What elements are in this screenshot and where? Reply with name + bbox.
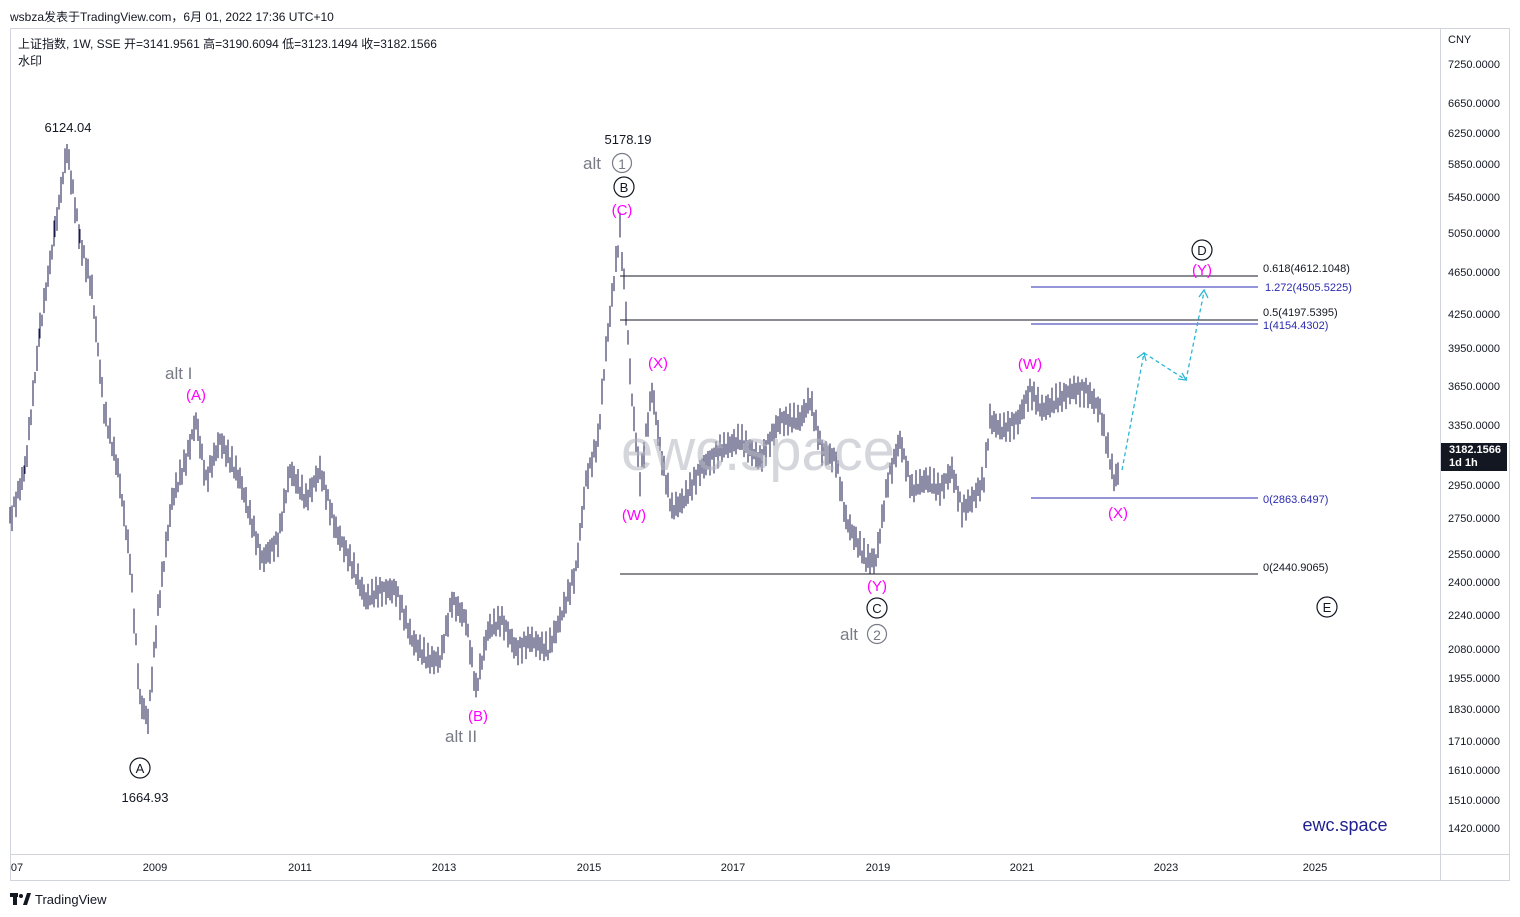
time-tick: 2021 [1010,862,1034,874]
wave-E-label: E [1323,600,1332,615]
price-tick: 5850.0000 [1448,159,1500,171]
wave-A-circle-icon [129,757,151,779]
label-high-2007: 6124.04 [45,120,92,135]
wave-B-circle-icon [613,176,635,198]
projection-arrow-3 [1198,288,1209,299]
time-tick: 2019 [866,862,890,874]
chart-watermark: ewc.space [621,418,895,483]
time-tick: 2023 [1154,862,1178,874]
time-tick: 07 [11,862,23,874]
price-tick: 2950.0000 [1448,480,1500,492]
wave-pY1-label: (Y) [867,578,887,595]
wave-pW2-label: (W) [1018,356,1042,373]
wave-pB-label: (B) [468,708,488,725]
label-alt1: alt [583,154,601,173]
price-tick: 3950.0000 [1448,343,1500,355]
time-tick: 2011 [288,862,312,874]
wave-D-label: D [1197,243,1206,258]
alt2-circle-icon [866,623,888,645]
fib-label-1272: 1.272(4505.5225) [1265,282,1352,294]
label-alt-I: alt I [165,364,192,383]
label-alt1-number: 1 [618,156,626,172]
price-tick: 5050.0000 [1448,228,1500,240]
last-price-value: 3182.1566 [1449,444,1501,456]
price-tick: 1830.0000 [1448,704,1500,716]
price-tick: 4250.0000 [1448,309,1500,321]
price-tick: 4650.0000 [1448,267,1500,279]
time-tick: 2009 [143,862,167,874]
fib-label-0-top: 0(2863.6497) [1263,494,1328,506]
price-tick: 1710.0000 [1448,736,1500,748]
price-scale-divider [1440,28,1441,881]
wave-C-label: C [872,601,881,616]
price-tick: 3350.0000 [1448,420,1500,432]
wave-pY2-label: (Y) [1192,262,1212,279]
wave-pW1-label: (W) [622,507,646,524]
label-low-2008: 1664.93 [122,790,169,805]
label-alt2: alt [840,625,858,644]
tradingview-logo-icon [10,893,31,905]
time-tick: 2013 [432,862,456,874]
price-tick: 5450.0000 [1448,192,1500,204]
tradingview-footer[interactable]: TradingView [10,888,107,910]
label-alt2-number: 2 [873,627,881,643]
attribution-text: wsbza发表于TradingView.com，6月 01, 2022 17:3… [10,10,334,24]
projection-path[interactable] [1121,291,1205,471]
time-tick: 2017 [721,862,745,874]
wave-pA-label: (A) [186,387,206,404]
price-tick: 2550.0000 [1448,549,1500,561]
price-tick: 6650.0000 [1448,98,1500,110]
time-scale-divider [10,854,1510,855]
bar-countdown: 1d 1h [1449,457,1478,469]
price-tick: 3650.0000 [1448,381,1500,393]
wave-D-circle-icon [1191,239,1213,261]
label-high-2015: 5178.19 [605,132,652,147]
fib-label-0-bottom: 0(2440.9065) [1263,562,1328,574]
projection-arrow-2 [1177,372,1188,381]
wave-pX1-label: (X) [648,355,668,372]
wave-pC-label: (C) [612,202,633,219]
price-tick: 1510.0000 [1448,795,1500,807]
fib-label-1: 1(4154.4302) [1263,320,1328,332]
chart-frame[interactable] [10,28,1510,881]
price-tick: 2750.0000 [1448,513,1500,525]
time-tick: 2015 [577,862,601,874]
time-tick: 2025 [1303,862,1327,874]
price-tick: 1420.0000 [1448,823,1500,835]
tradingview-logo-text: TradingView [35,891,107,907]
price-tick: 6250.0000 [1448,128,1500,140]
currency-label[interactable]: CNY [1448,34,1472,46]
fib-label-05: 0.5(4197.5395) [1263,307,1338,319]
brand-label: ewc.space [1302,815,1387,835]
price-tick: 2240.0000 [1448,610,1500,622]
wave-E-circle-icon [1316,596,1338,618]
label-alt-II: alt II [445,727,477,746]
wave-pX2-label: (X) [1108,505,1128,522]
projection-arrow-1 [1136,351,1147,362]
wave-C-circle-icon [866,597,888,619]
watermark-legend[interactable]: 水印 [18,54,43,68]
price-tick: 2080.0000 [1448,644,1500,656]
wave-A-label: A [136,761,145,776]
last-price-badge[interactable]: 3182.1566 1d 1h [1441,443,1507,471]
wave-B-label: B [620,180,629,195]
price-tick: 1610.0000 [1448,765,1500,777]
symbol-legend[interactable]: 上证指数, 1W, SSE 开=3141.9561 高=3190.6094 低=… [18,37,437,51]
price-bars [9,144,1119,734]
price-tick: 2400.0000 [1448,577,1500,589]
price-tick: 7250.0000 [1448,59,1500,71]
alt1-circle-icon [611,152,633,174]
top-bar: wsbza发表于TradingView.com，6月 01, 2022 17:3… [0,0,1520,28]
fib-label-0618: 0.618(4612.1048) [1263,263,1350,275]
price-tick: 1955.0000 [1448,673,1500,685]
